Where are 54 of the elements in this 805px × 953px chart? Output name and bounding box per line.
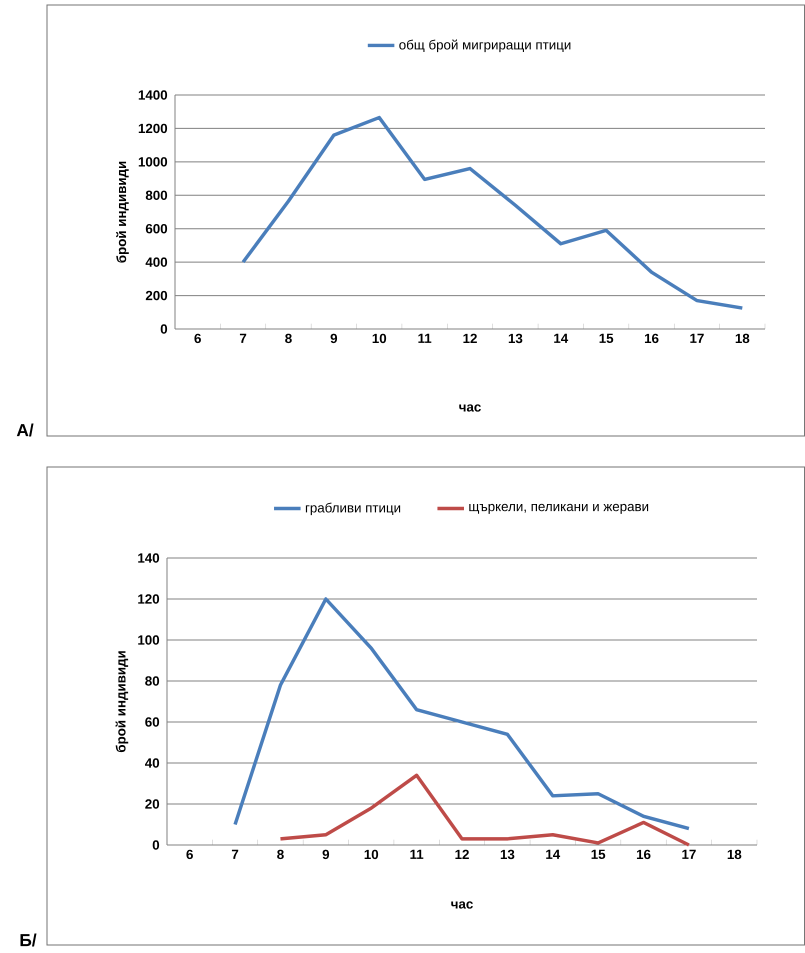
legend-label: грабливи птици	[306, 502, 400, 516]
x-tick-label: 18	[728, 850, 742, 860]
x-tick-label: 13	[508, 334, 522, 344]
y-axis-title: брой индивиди	[116, 162, 129, 263]
x-tick-label: 15	[592, 850, 606, 860]
y-tick-label: 100	[138, 635, 160, 645]
x-tick-label: 10	[372, 334, 386, 344]
x-tick-label: 8	[277, 850, 284, 860]
y-tick-label: 0	[160, 324, 168, 334]
x-tick-label: 6	[194, 334, 201, 344]
y-tick-label: 40	[145, 758, 160, 768]
x-tick-label: 13	[500, 850, 514, 860]
text: Б/	[20, 934, 36, 946]
x-tick-label: 14	[546, 850, 560, 859]
x-axis-title: час	[451, 901, 473, 909]
y-tick-label: 140	[138, 553, 160, 563]
y-tick-label: 60	[145, 717, 160, 727]
y-tick-label: 1000	[138, 157, 168, 167]
y-tick-label: 1200	[138, 124, 168, 134]
line-series	[241, 116, 744, 310]
line-series	[233, 597, 691, 830]
y-tick-label: 200	[146, 290, 168, 300]
x-tick-label: 14	[554, 334, 568, 343]
x-tick-label: 7	[240, 334, 246, 343]
line-series	[278, 774, 691, 847]
x-tick-label: 17	[682, 850, 696, 859]
y-tick-label: 600	[146, 224, 168, 234]
x-tick-label: 11	[418, 334, 432, 343]
y-tick-label: 1400	[138, 90, 168, 100]
legend-label: щъркели, пеликани и жерави	[469, 504, 648, 514]
x-tick-label: 7	[232, 850, 238, 859]
x-tick-label: 11	[410, 850, 424, 859]
text: А/	[16, 424, 34, 436]
x-tick-label: 17	[690, 334, 704, 343]
x-tick-label: 15	[600, 334, 614, 344]
x-tick-label: 8	[285, 334, 292, 344]
x-tick-label: 16	[644, 334, 658, 344]
x-tick-label: 10	[364, 850, 378, 860]
x-tick-label: 12	[455, 850, 469, 860]
x-tick-label: 6	[186, 850, 193, 860]
y-tick-label: 80	[145, 676, 160, 686]
y-tick-label: 120	[138, 594, 160, 604]
x-tick-label: 16	[636, 850, 650, 860]
y-tick-label: 0	[152, 840, 160, 850]
y-tick-label: 800	[146, 190, 168, 200]
x-axis-title: час	[459, 404, 481, 412]
x-tick-label: 9	[322, 850, 330, 860]
x-tick-label: 12	[463, 334, 477, 344]
x-tick-label: 9	[330, 334, 338, 344]
y-tick-label: 400	[146, 257, 168, 267]
x-tick-label: 18	[736, 334, 750, 344]
legend-label: общ брой мигриращи птици	[399, 39, 570, 52]
y-axis-title: брой индивиди	[116, 651, 128, 752]
y-tick-label: 20	[145, 799, 160, 809]
